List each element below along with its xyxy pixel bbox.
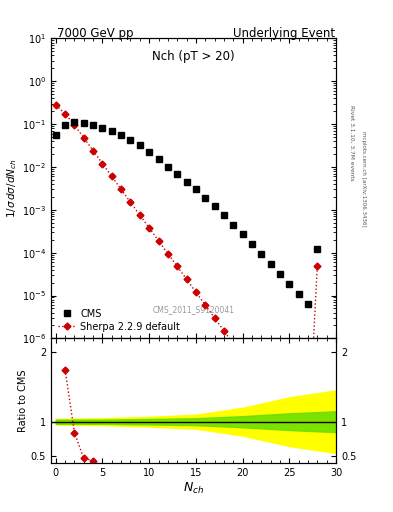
Sherpa 2.2.9 default: [222, 328, 226, 334]
CMS: [91, 122, 95, 128]
Sherpa 2.2.9 default: [315, 263, 320, 269]
Sherpa 2.2.9 default: [240, 353, 245, 359]
CMS: [203, 195, 208, 201]
CMS: [315, 246, 320, 252]
Sherpa 2.2.9 default: [119, 186, 123, 193]
Sherpa 2.2.9 default: [250, 366, 254, 372]
X-axis label: $N_{ch}$: $N_{ch}$: [183, 481, 204, 496]
Sherpa 2.2.9 default: [268, 392, 273, 398]
Sherpa 2.2.9 default: [306, 443, 310, 450]
CMS: [277, 271, 282, 277]
CMS: [72, 119, 77, 125]
CMS: [193, 186, 198, 193]
CMS: [147, 149, 152, 155]
Sherpa 2.2.9 default: [72, 122, 77, 128]
CMS: [128, 137, 133, 143]
CMS: [296, 291, 301, 297]
Sherpa 2.2.9 default: [296, 431, 301, 437]
Text: CMS_2011_S9120041: CMS_2011_S9120041: [152, 305, 235, 314]
Sherpa 2.2.9 default: [53, 102, 58, 108]
CMS: [259, 250, 264, 257]
CMS: [306, 301, 310, 307]
Text: Rivet 3.1.10, 3.7M events: Rivet 3.1.10, 3.7M events: [349, 105, 354, 181]
Sherpa 2.2.9 default: [193, 289, 198, 295]
CMS: [268, 261, 273, 267]
Sherpa 2.2.9 default: [138, 212, 142, 218]
Text: Underlying Event: Underlying Event: [233, 27, 335, 40]
Line: Sherpa 2.2.9 default: Sherpa 2.2.9 default: [53, 102, 320, 449]
CMS: [81, 120, 86, 126]
CMS: [110, 128, 114, 134]
CMS: [138, 142, 142, 148]
Text: mcplots.cern.ch [arXiv:1306.3436]: mcplots.cern.ch [arXiv:1306.3436]: [361, 132, 366, 227]
CMS: [63, 122, 68, 128]
Y-axis label: Ratio to CMS: Ratio to CMS: [18, 370, 28, 432]
Sherpa 2.2.9 default: [110, 174, 114, 180]
Sherpa 2.2.9 default: [212, 315, 217, 321]
CMS: [250, 241, 254, 247]
Sherpa 2.2.9 default: [184, 276, 189, 282]
Sherpa 2.2.9 default: [231, 340, 236, 347]
CMS: [212, 203, 217, 209]
CMS: [119, 132, 123, 138]
Sherpa 2.2.9 default: [203, 302, 208, 308]
Sherpa 2.2.9 default: [63, 111, 68, 117]
CMS: [240, 231, 245, 237]
Sherpa 2.2.9 default: [81, 135, 86, 141]
Sherpa 2.2.9 default: [128, 199, 133, 205]
Sherpa 2.2.9 default: [175, 263, 180, 269]
Sherpa 2.2.9 default: [156, 238, 161, 244]
Sherpa 2.2.9 default: [259, 379, 264, 385]
CMS: [156, 156, 161, 162]
Text: 7000 GeV pp: 7000 GeV pp: [57, 27, 134, 40]
CMS: [53, 132, 58, 138]
Sherpa 2.2.9 default: [91, 147, 95, 154]
Text: Nch (pT > 20): Nch (pT > 20): [152, 50, 235, 63]
CMS: [175, 171, 180, 177]
Sherpa 2.2.9 default: [100, 160, 105, 166]
Sherpa 2.2.9 default: [287, 418, 292, 424]
CMS: [222, 212, 226, 218]
CMS: [100, 125, 105, 131]
CMS: [287, 281, 292, 287]
Legend: CMS, Sherpa 2.2.9 default: CMS, Sherpa 2.2.9 default: [56, 307, 182, 333]
Y-axis label: $1/\sigma\,d\sigma/dN_{ch}$: $1/\sigma\,d\sigma/dN_{ch}$: [6, 159, 19, 218]
Sherpa 2.2.9 default: [277, 404, 282, 411]
CMS: [165, 164, 170, 170]
CMS: [184, 179, 189, 185]
Line: CMS: CMS: [52, 119, 321, 307]
Sherpa 2.2.9 default: [147, 225, 152, 231]
CMS: [231, 222, 236, 228]
Sherpa 2.2.9 default: [165, 250, 170, 257]
